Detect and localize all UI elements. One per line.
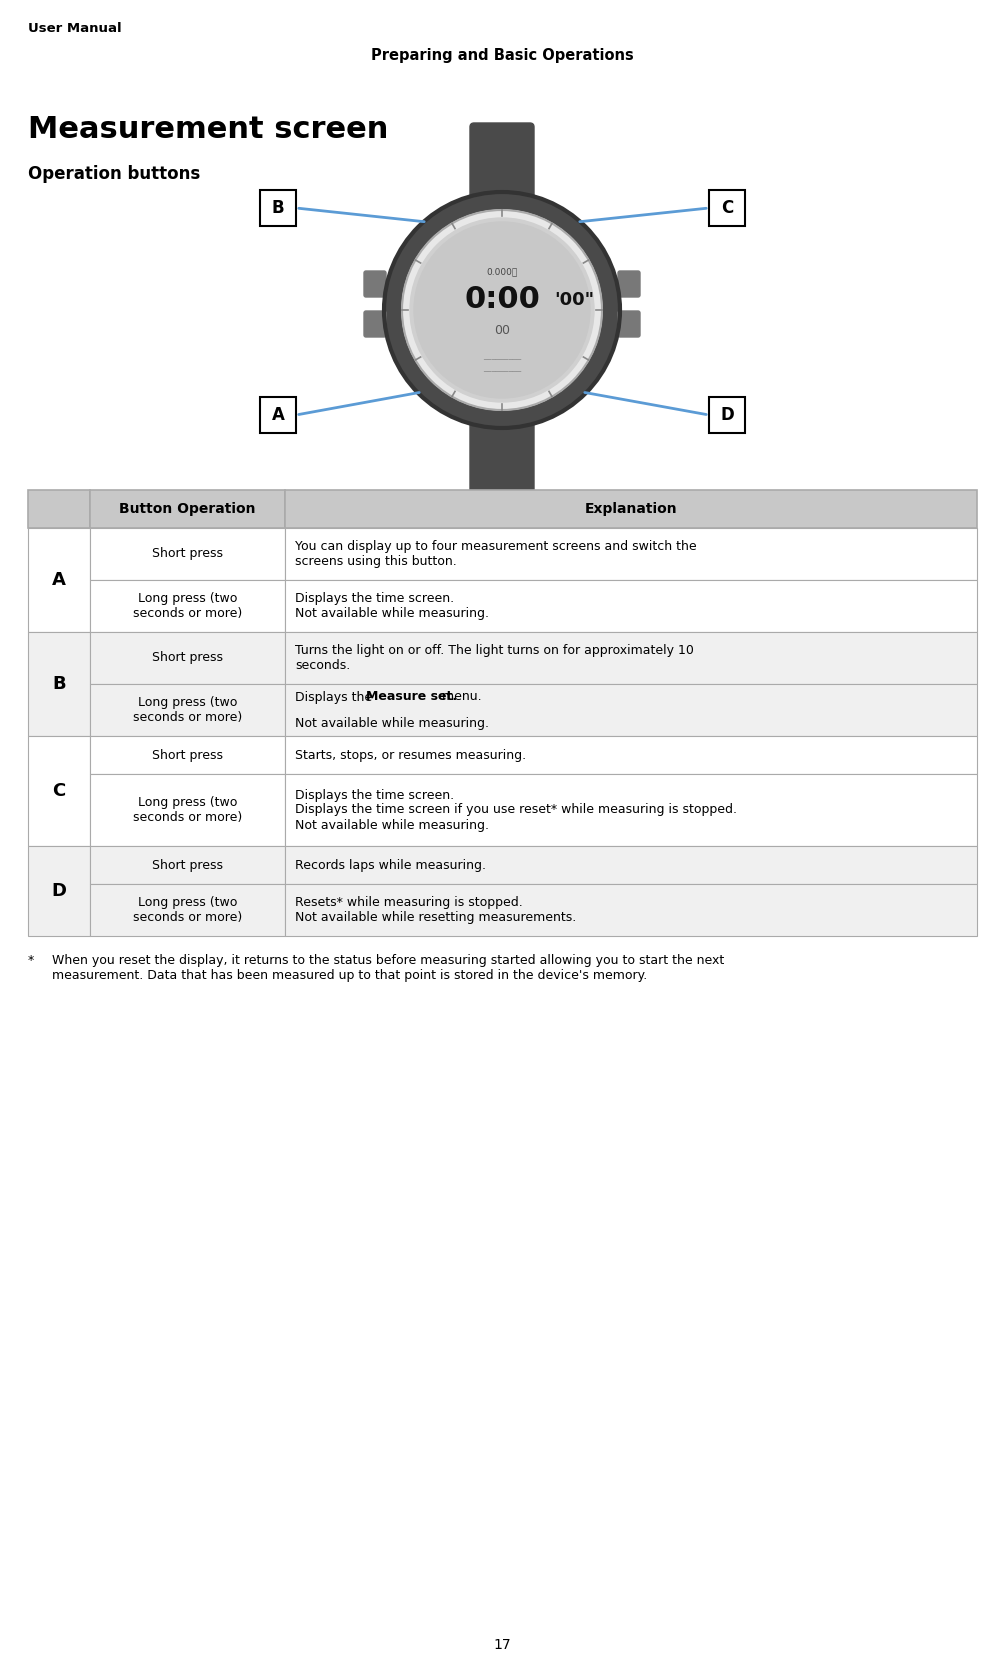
Text: Operation buttons: Operation buttons (28, 164, 200, 183)
Text: Short press: Short press (152, 652, 223, 664)
Text: A: A (52, 572, 66, 588)
FancyBboxPatch shape (364, 272, 386, 297)
Text: When you reset the display, it returns to the status before measuring started al: When you reset the display, it returns t… (52, 954, 725, 982)
Bar (28, 528, 90, 632)
Text: Long press (two
seconds or more): Long press (two seconds or more) (133, 696, 242, 724)
Text: B: B (271, 199, 284, 216)
Text: Long press (two
seconds or more): Long press (two seconds or more) (133, 897, 242, 923)
Text: B: B (52, 675, 65, 692)
Bar (90, 580, 285, 632)
Bar (90, 736, 285, 774)
Circle shape (414, 221, 590, 397)
Bar (90, 632, 285, 684)
FancyBboxPatch shape (364, 312, 386, 337)
Text: Displays the time screen.
Displays the time screen if you use reset* while measu: Displays the time screen. Displays the t… (295, 788, 737, 831)
Bar (709, 397, 745, 432)
Text: 0.000㎧: 0.000㎧ (486, 268, 518, 277)
Text: Displays the: Displays the (295, 691, 376, 704)
Bar (285, 580, 977, 632)
FancyBboxPatch shape (470, 419, 534, 498)
Text: Long press (two
seconds or more): Long press (two seconds or more) (133, 796, 242, 825)
Text: D: D (51, 882, 66, 900)
Circle shape (410, 218, 594, 402)
Bar (90, 846, 285, 883)
Bar (709, 189, 745, 226)
FancyBboxPatch shape (470, 122, 534, 201)
Bar (285, 883, 977, 935)
Text: Long press (two
seconds or more): Long press (two seconds or more) (133, 592, 242, 620)
Bar (28, 736, 90, 846)
Text: Displays the time screen.
Not available while measuring.: Displays the time screen. Not available … (295, 592, 489, 620)
Text: Short press: Short press (152, 858, 223, 872)
Bar (90, 883, 285, 935)
Text: Records laps while measuring.: Records laps while measuring. (295, 858, 486, 872)
Bar (285, 736, 977, 774)
Bar (285, 528, 977, 580)
Text: ─────────: ───────── (482, 369, 522, 375)
Bar (285, 684, 977, 736)
Circle shape (402, 210, 602, 411)
Text: Turns the light on or off. The light turns on for approximately 10
seconds.: Turns the light on or off. The light tur… (295, 644, 693, 672)
Text: Explanation: Explanation (585, 503, 677, 516)
Bar (285, 774, 977, 846)
Text: Button Operation: Button Operation (120, 503, 255, 516)
Text: ─────────: ───────── (482, 357, 522, 364)
Bar (285, 846, 977, 883)
Circle shape (384, 193, 620, 427)
Text: Short press: Short press (152, 548, 223, 560)
Bar (90, 528, 285, 580)
Bar (28, 846, 90, 935)
Text: Measurement screen: Measurement screen (28, 116, 388, 144)
Text: 17: 17 (493, 1637, 511, 1653)
Text: Not available while measuring.: Not available while measuring. (295, 717, 489, 729)
Text: Starts, stops, or resumes measuring.: Starts, stops, or resumes measuring. (295, 749, 527, 761)
Bar (90, 684, 285, 736)
Text: Preparing and Basic Operations: Preparing and Basic Operations (371, 49, 633, 64)
Text: User Manual: User Manual (28, 22, 122, 35)
Text: 0:00: 0:00 (464, 285, 540, 315)
Bar (90, 489, 285, 528)
Text: '00": '00" (554, 292, 594, 308)
Bar (285, 632, 977, 684)
Bar (260, 397, 296, 432)
Text: Resets* while measuring is stopped.
Not available while resetting measurements.: Resets* while measuring is stopped. Not … (295, 897, 576, 923)
Bar (285, 489, 977, 528)
Bar (260, 189, 296, 226)
Text: *: * (28, 954, 34, 967)
Text: You can display up to four measurement screens and switch the
screens using this: You can display up to four measurement s… (295, 540, 696, 568)
Text: A: A (271, 406, 284, 424)
Text: Measure set.: Measure set. (367, 691, 457, 704)
Text: C: C (52, 783, 65, 799)
Bar (90, 774, 285, 846)
Bar (28, 489, 90, 528)
FancyBboxPatch shape (618, 272, 640, 297)
Text: 00: 00 (494, 323, 510, 337)
Text: menu.: menu. (438, 691, 482, 704)
Text: C: C (721, 199, 733, 216)
FancyBboxPatch shape (618, 312, 640, 337)
Text: D: D (721, 406, 734, 424)
Text: Short press: Short press (152, 749, 223, 761)
Bar (28, 632, 90, 736)
